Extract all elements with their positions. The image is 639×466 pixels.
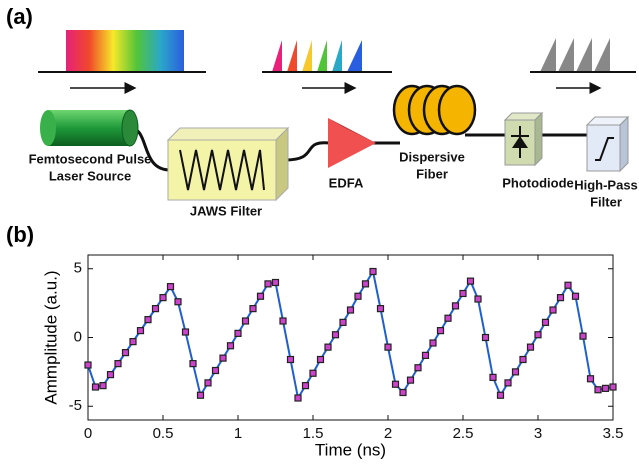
- data-point: [430, 340, 436, 346]
- data-point: [213, 368, 219, 374]
- data-point: [310, 370, 316, 376]
- data-point: [573, 293, 579, 299]
- data-point: [468, 278, 474, 284]
- data-point: [520, 357, 526, 363]
- component-label: Femtosecond Pulse: [29, 151, 152, 166]
- data-point: [580, 333, 586, 339]
- data-point: [445, 315, 451, 321]
- data-point: [535, 332, 541, 338]
- data-point: [603, 385, 609, 391]
- data-point: [235, 330, 241, 336]
- data-point: [303, 383, 309, 389]
- component-label: High-Pass: [574, 177, 638, 192]
- data-point: [513, 369, 519, 375]
- data-point: [123, 350, 129, 356]
- data-point: [565, 282, 571, 288]
- data-point: [325, 344, 331, 350]
- panel-label: (a): [6, 4, 33, 29]
- x-tick-label: 3: [534, 425, 542, 442]
- data-point: [288, 357, 294, 363]
- data-point: [490, 374, 496, 380]
- data-point: [258, 293, 264, 299]
- signal-line: [88, 272, 613, 399]
- component-label: Filter: [590, 194, 622, 209]
- data-point: [243, 318, 249, 324]
- data-point: [160, 295, 166, 301]
- x-tick-label: 2: [384, 425, 392, 442]
- component-label: Fiber: [416, 166, 448, 181]
- data-point: [198, 392, 204, 398]
- data-point: [153, 306, 159, 312]
- data-point: [475, 296, 481, 302]
- x-tick-label: 1.5: [303, 425, 324, 442]
- y-tick-label: -5: [69, 397, 82, 414]
- data-point: [543, 319, 549, 325]
- data-point: [190, 361, 196, 367]
- data-point: [453, 303, 459, 309]
- data-point: [295, 395, 301, 401]
- data-point: [528, 344, 534, 350]
- data-point: [228, 343, 234, 349]
- data-point: [393, 381, 399, 387]
- data-point: [400, 390, 406, 396]
- component-label: EDFA: [329, 175, 364, 190]
- data-point: [595, 387, 601, 393]
- component-label: Dispersive: [399, 149, 465, 164]
- panel-label: (b): [6, 222, 34, 247]
- x-tick-label: 0: [84, 425, 92, 442]
- data-point: [408, 377, 414, 383]
- data-point: [415, 365, 421, 371]
- data-point: [363, 281, 369, 287]
- data-point: [438, 328, 444, 334]
- data-point: [588, 376, 594, 382]
- component-label: Photodiode: [502, 175, 574, 190]
- data-point: [183, 329, 189, 335]
- data-point: [550, 307, 556, 313]
- data-point: [505, 380, 511, 386]
- data-point: [205, 380, 211, 386]
- data-point: [385, 344, 391, 350]
- spectra: [38, 30, 636, 88]
- data-point: [115, 361, 121, 367]
- data-point: [498, 392, 504, 398]
- data-point: [460, 291, 466, 297]
- data-point: [220, 355, 226, 361]
- data-point: [100, 383, 106, 389]
- data-point: [610, 384, 616, 390]
- data-point: [145, 317, 151, 323]
- data-point: [168, 284, 174, 290]
- data-point: [85, 362, 91, 368]
- data-point: [265, 281, 271, 287]
- y-tick-label: 5: [74, 260, 82, 277]
- figure: (a) (b) Femtosecond Pulse Laser Source JAWS …: [0, 0, 639, 461]
- x-axis-label: Time (ns): [315, 440, 386, 459]
- data-point: [378, 306, 384, 312]
- x-tick-label: 0.5: [153, 425, 174, 442]
- data-point: [93, 384, 99, 390]
- data-point: [318, 357, 324, 363]
- data-point: [250, 306, 256, 312]
- data-point: [348, 307, 354, 313]
- data-point: [483, 335, 489, 341]
- data-point: [333, 332, 339, 338]
- data-point: [175, 299, 181, 305]
- data-point: [108, 372, 114, 378]
- x-tick-label: 3.5: [603, 425, 624, 442]
- x-tick-label: 2.5: [453, 425, 474, 442]
- y-axis-label: Ammplitude (a.u.): [41, 270, 60, 404]
- data-point: [370, 269, 376, 275]
- data-point: [280, 318, 286, 324]
- data-point: [138, 328, 144, 334]
- plot-frame: [88, 255, 613, 420]
- data-point: [423, 352, 429, 358]
- data-point: [130, 339, 136, 345]
- y-tick-label: 0: [74, 328, 82, 345]
- component-label: Laser Source: [49, 168, 131, 183]
- x-tick-label: 1: [234, 425, 242, 442]
- component-label: JAWS Filter: [190, 203, 262, 218]
- data-point: [355, 293, 361, 299]
- data-point: [273, 280, 279, 286]
- data-point: [558, 295, 564, 301]
- data-point: [340, 319, 346, 325]
